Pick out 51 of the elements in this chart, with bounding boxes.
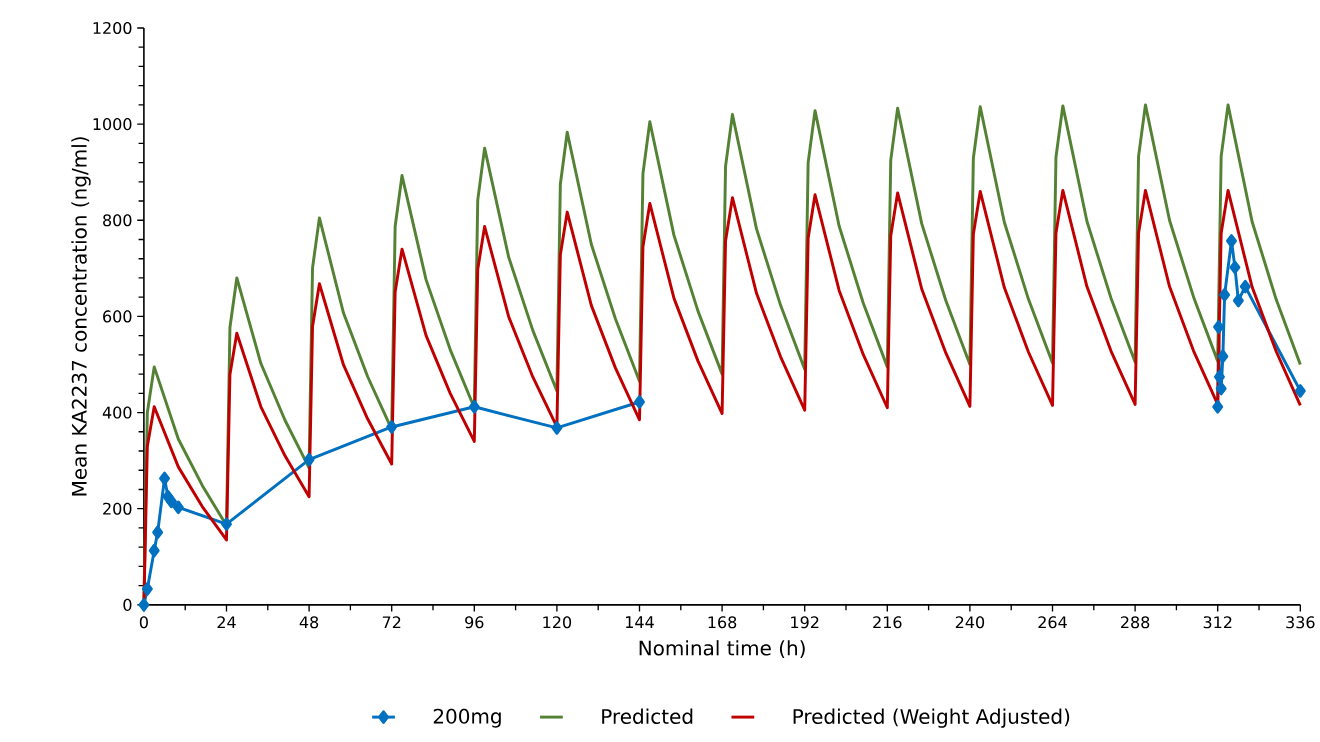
y-tick-label: 1200 — [93, 21, 132, 34]
point — [152, 525, 164, 540]
y-tick-label: 1000 — [93, 118, 132, 131]
legend-label: Predicted — [602, 708, 693, 724]
x-tick-label: 240 — [955, 616, 985, 629]
y-tick-label: 200 — [103, 502, 132, 515]
point — [1239, 279, 1251, 294]
x-tick-label: 288 — [1121, 616, 1150, 629]
legend-label: 200mg — [433, 708, 501, 728]
point — [138, 598, 150, 612]
point — [141, 582, 153, 596]
point — [165, 494, 177, 509]
point — [1213, 320, 1225, 334]
point — [1219, 287, 1231, 302]
point — [221, 517, 232, 531]
x-tick-label: 336 — [1286, 616, 1315, 629]
point — [468, 399, 480, 414]
x-tick-label: 120 — [543, 616, 572, 629]
point — [1226, 234, 1237, 248]
point — [551, 421, 563, 435]
x-tick-label: 216 — [873, 616, 902, 629]
x-tick-label: 144 — [626, 616, 654, 628]
x-tick-label: 24 — [217, 616, 236, 629]
point — [303, 452, 315, 467]
point — [1294, 384, 1306, 398]
x-tick-label: 312 — [1203, 616, 1232, 629]
x-axis-title: Nominal time (h) — [639, 640, 805, 658]
x-tick-label: 72 — [382, 616, 401, 629]
point — [159, 471, 171, 486]
point — [172, 500, 184, 515]
point — [1212, 399, 1224, 414]
point — [1213, 370, 1225, 384]
point — [1217, 349, 1229, 364]
y-tick-label: 400 — [102, 406, 132, 419]
y-tick-label: 0 — [123, 598, 132, 611]
point — [148, 543, 160, 558]
y-tick-label: 600 — [103, 310, 132, 323]
point — [1215, 381, 1227, 396]
point — [634, 395, 645, 409]
y-tick-label: 800 — [103, 214, 132, 227]
x-tick-label: 0 — [139, 616, 148, 629]
point — [386, 420, 398, 434]
x-tick-label: 96 — [465, 616, 484, 629]
x-tick-label: 48 — [299, 616, 319, 629]
x-tick-label: 192 — [791, 616, 819, 629]
x-tick-label: 264 — [1038, 616, 1067, 629]
x-tick-label: 168 — [708, 616, 737, 629]
y-axis-title: Mean KA2237 concentration (ng/ml) — [71, 137, 91, 496]
legend-label: Predicted (Weight Adjusted) — [793, 708, 1070, 728]
point — [1232, 293, 1244, 308]
point — [1229, 260, 1241, 275]
